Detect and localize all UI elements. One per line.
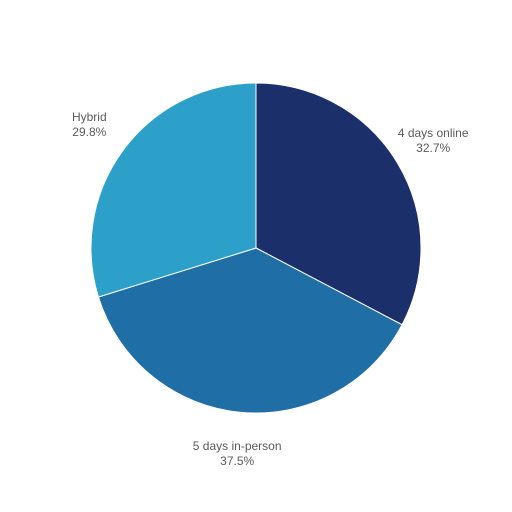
slice-name: 5 days in-person [193,439,282,454]
pie-svg [0,0,512,512]
slice-name: 4 days online [398,126,469,141]
pie-slice-label: 5 days in-person37.5% [193,439,282,469]
pie-chart: 4 days online32.7% 5 days in-person37.5% H… [0,0,512,512]
slice-percent: 37.5% [193,454,282,469]
slice-percent: 29.8% [72,125,107,140]
pie-slice-label: 4 days online32.7% [398,126,469,156]
slice-name: Hybrid [72,110,107,125]
pie-slice-label: Hybrid29.8% [72,110,107,140]
slice-percent: 32.7% [398,141,469,156]
